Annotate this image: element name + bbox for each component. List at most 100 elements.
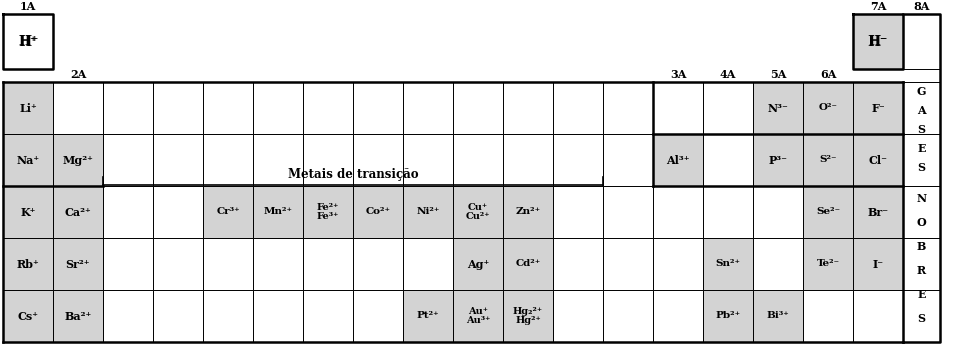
Text: F⁻: F⁻ <box>872 102 885 113</box>
Bar <box>403 134 453 186</box>
Text: I⁻: I⁻ <box>872 258 884 270</box>
Text: N³⁻: N³⁻ <box>768 102 789 113</box>
Bar <box>753 82 803 134</box>
Text: Sr²⁺: Sr²⁺ <box>65 258 91 270</box>
Bar <box>653 82 703 134</box>
Text: S: S <box>918 124 925 135</box>
Bar <box>153 186 203 238</box>
Bar <box>3 290 53 342</box>
Bar <box>203 186 253 238</box>
Bar <box>53 186 103 238</box>
Bar <box>3 134 53 186</box>
Bar <box>703 82 753 134</box>
Bar <box>853 290 903 342</box>
Bar <box>853 238 903 290</box>
Text: K⁺: K⁺ <box>20 207 36 218</box>
Bar <box>853 14 903 69</box>
Text: Na⁺: Na⁺ <box>16 155 39 165</box>
Bar <box>303 82 353 134</box>
Bar <box>603 82 653 134</box>
Bar <box>453 290 503 342</box>
Text: Ba²⁺: Ba²⁺ <box>65 310 91 321</box>
Text: E: E <box>917 289 925 300</box>
Bar <box>853 82 903 134</box>
Bar <box>203 290 253 342</box>
Bar <box>753 134 803 186</box>
Bar <box>353 134 403 186</box>
Text: Pt²⁺: Pt²⁺ <box>417 311 439 320</box>
Bar <box>353 290 403 342</box>
Text: Mn²⁺: Mn²⁺ <box>264 208 293 217</box>
Text: Se²⁻: Se²⁻ <box>816 208 840 217</box>
Bar <box>553 238 603 290</box>
Text: O: O <box>917 217 926 228</box>
Bar <box>453 238 503 290</box>
Bar <box>603 290 653 342</box>
Bar <box>3 186 53 238</box>
Bar <box>603 134 653 186</box>
Bar <box>553 134 603 186</box>
Text: Cu⁺
Cu²⁺: Cu⁺ Cu²⁺ <box>466 203 490 221</box>
Bar <box>253 238 303 290</box>
Bar <box>703 186 753 238</box>
Text: B: B <box>917 240 926 252</box>
Bar <box>453 186 503 238</box>
Bar <box>53 238 103 290</box>
Text: R: R <box>917 264 926 275</box>
Bar <box>703 134 753 186</box>
Bar <box>753 238 803 290</box>
Text: Cr³⁺: Cr³⁺ <box>216 208 240 217</box>
Text: S: S <box>918 162 925 173</box>
Text: S: S <box>918 312 925 324</box>
Bar <box>53 290 103 342</box>
Text: N: N <box>917 192 926 203</box>
Bar <box>403 290 453 342</box>
Text: Cs⁺: Cs⁺ <box>17 310 39 321</box>
Bar <box>703 238 753 290</box>
Text: 2A: 2A <box>70 69 86 80</box>
Bar <box>553 290 603 342</box>
Bar <box>653 82 703 134</box>
Bar <box>603 238 653 290</box>
Bar <box>653 238 703 290</box>
Bar <box>353 238 403 290</box>
Bar <box>453 290 503 342</box>
Bar <box>303 134 353 186</box>
Text: Au⁺
Au³⁺: Au⁺ Au³⁺ <box>466 307 490 325</box>
Text: G: G <box>917 86 926 97</box>
Bar <box>503 186 553 238</box>
Bar <box>403 186 453 238</box>
Bar <box>453 238 503 290</box>
Bar <box>103 82 153 134</box>
Bar <box>353 82 403 134</box>
Bar <box>803 134 853 186</box>
Bar <box>153 238 203 290</box>
Bar <box>503 134 553 186</box>
Bar <box>53 134 103 186</box>
Text: Te²⁻: Te²⁻ <box>817 260 840 268</box>
Bar <box>103 238 153 290</box>
Bar <box>453 134 503 186</box>
Bar <box>803 82 853 134</box>
Bar <box>803 238 853 290</box>
Bar <box>153 82 203 134</box>
Text: Co²⁺: Co²⁺ <box>366 208 391 217</box>
Bar <box>503 238 553 290</box>
Bar <box>703 134 753 186</box>
Bar <box>853 238 903 290</box>
Bar <box>703 290 753 342</box>
Bar <box>3 82 53 134</box>
Bar <box>403 290 453 342</box>
Bar <box>403 186 453 238</box>
Text: 7A: 7A <box>870 1 886 12</box>
Bar <box>753 134 803 186</box>
Text: Ni²⁺: Ni²⁺ <box>416 208 440 217</box>
Bar <box>3 14 53 69</box>
Text: 4A: 4A <box>719 69 736 80</box>
Bar <box>3 238 53 290</box>
Bar <box>153 186 203 238</box>
Bar <box>753 238 803 290</box>
Text: 5A: 5A <box>769 69 786 80</box>
Bar <box>653 290 703 342</box>
Bar <box>253 134 303 186</box>
